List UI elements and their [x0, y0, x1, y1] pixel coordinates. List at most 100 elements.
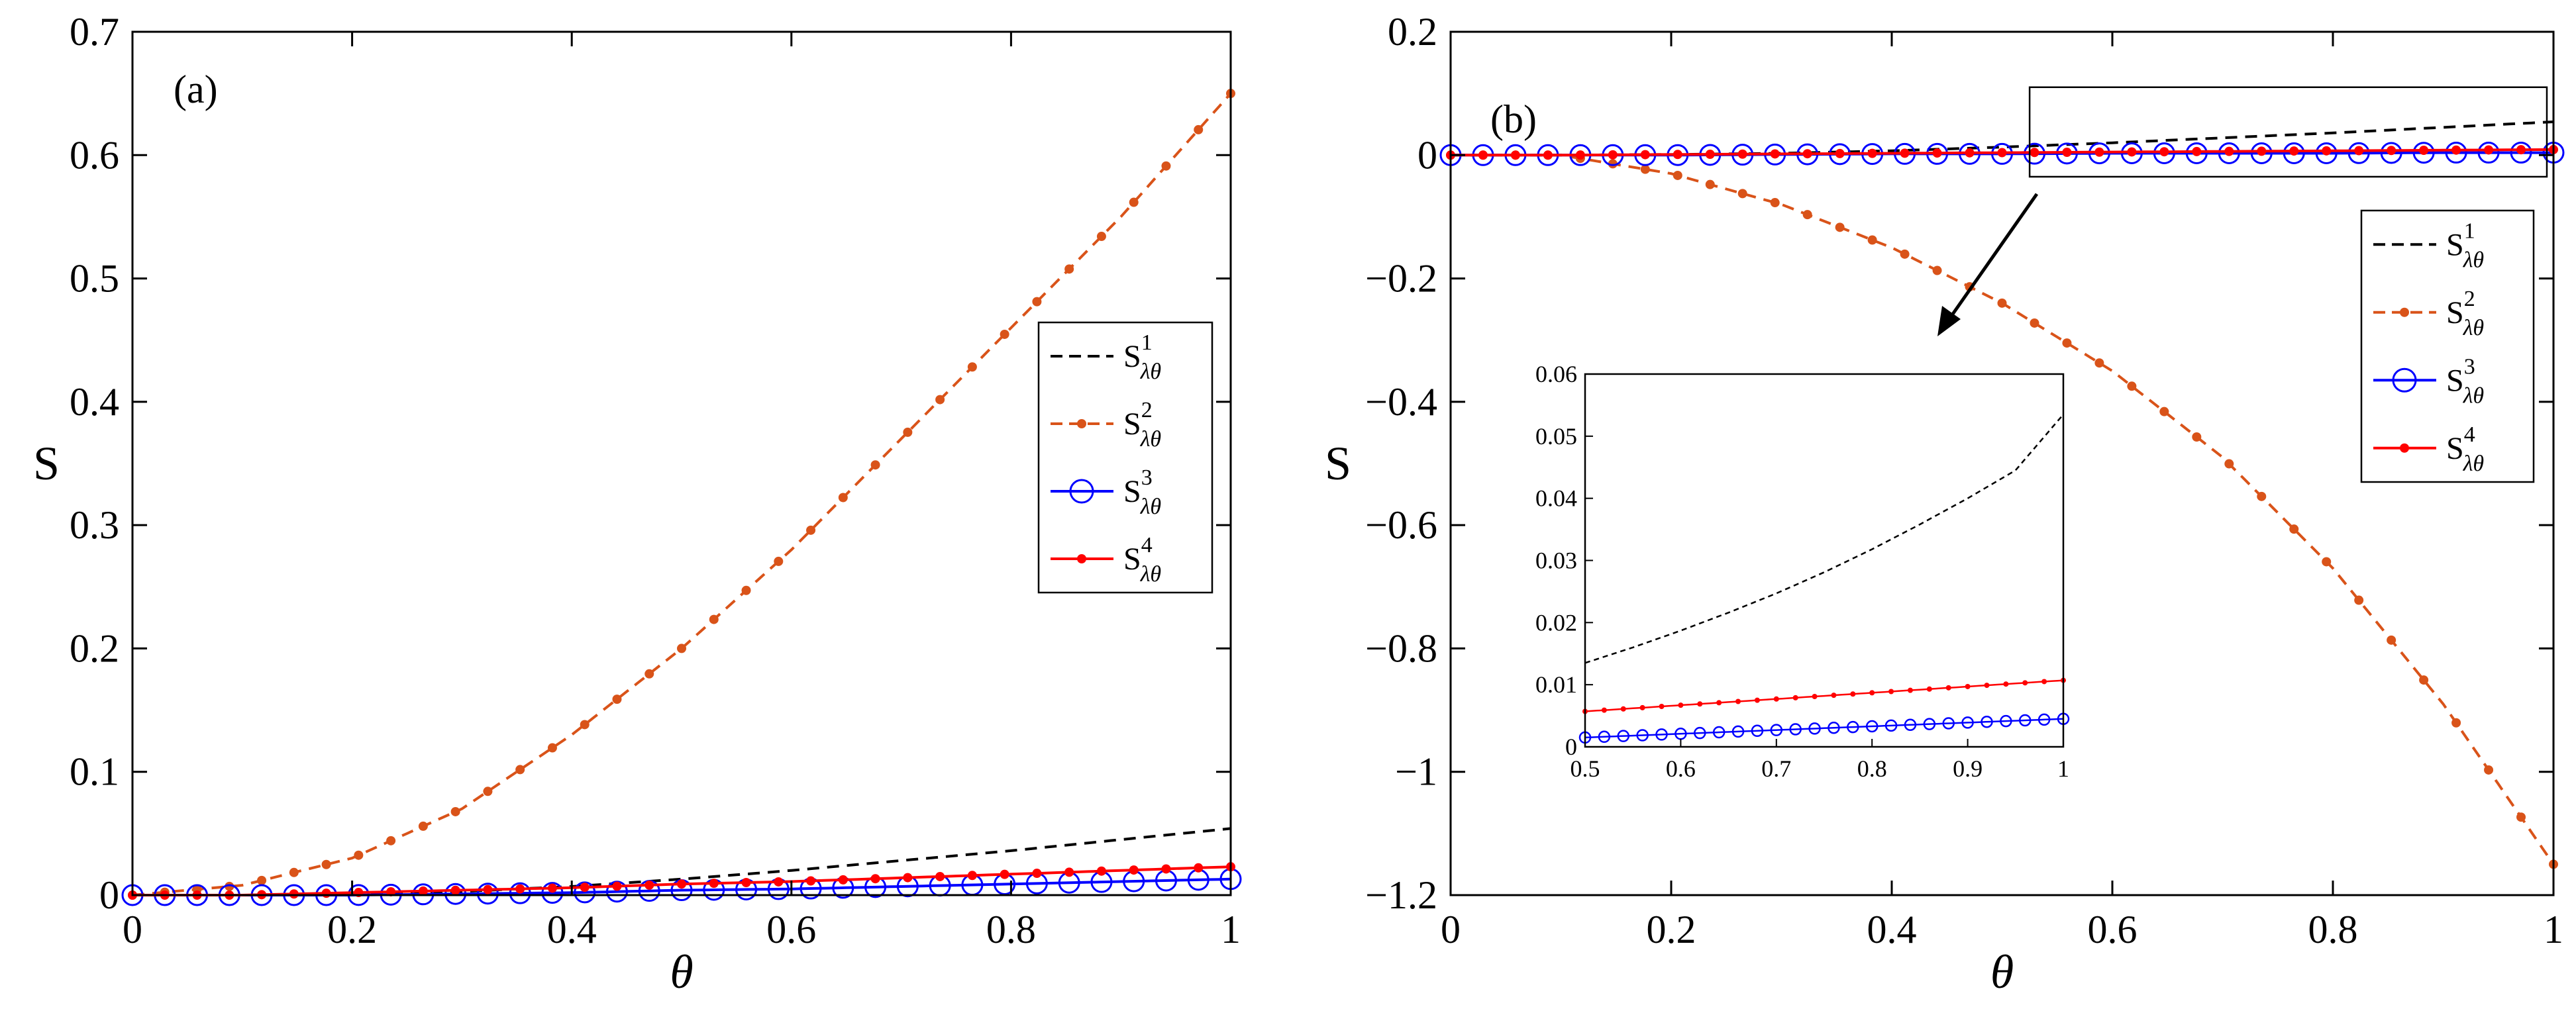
inset-y-tick-label: 0.06 [1535, 361, 1577, 387]
y-tick-label: 0.7 [70, 10, 119, 54]
series-4-point [1161, 864, 1171, 874]
series-4-point [741, 878, 751, 888]
series-3-point [2445, 142, 2467, 164]
y-tick-label: −1 [1395, 750, 1437, 794]
series-2-point [2419, 675, 2429, 685]
series-4-point [386, 887, 396, 896]
series-2-point [1161, 161, 1171, 171]
series-3-point [509, 882, 531, 904]
inset-chart: 0.5 0.6 0.7 0.8 0.9 1 0 0.01 0.02 0.03 0.04 0.05 0.0… [1535, 361, 2070, 782]
inset-point [1831, 693, 1837, 698]
legend-frame [1037, 321, 1213, 594]
y-tick-label: −0.2 [1365, 257, 1437, 301]
axes-frame [1449, 30, 2555, 896]
x-tick-label: 0 [123, 908, 142, 951]
series-2-point [806, 525, 816, 535]
y-tick-label: 0.4 [70, 380, 119, 424]
series-4-point [2192, 146, 2202, 156]
series-2-point [1835, 222, 1845, 232]
x-tick-label: 0.2 [1647, 908, 1696, 951]
inset-x-tick-label: 0.8 [1857, 755, 1887, 782]
inset-series-line [1584, 414, 2064, 664]
inset-point [1792, 695, 1798, 700]
inset-point [2000, 714, 2012, 728]
series-2-point [289, 867, 299, 877]
series-4-point [1064, 867, 1074, 877]
inset-x-tick-label: 0.6 [1666, 755, 1696, 782]
series-3-point [476, 883, 499, 905]
series-4-point [2159, 147, 2169, 157]
series-line-2 [132, 92, 1232, 896]
series-2-point [1737, 189, 1747, 199]
series-2-point [935, 395, 945, 405]
panel-b-chart: (b) 0 0.2 0.4 0.6 0.8 1 −1.2 −1 −0.8 −0.6 −0.4 −0.2… [1325, 10, 2565, 998]
y-tick-label: −0.8 [1365, 626, 1437, 670]
series-3-point [2510, 142, 2532, 164]
x-tick-label: 0.8 [986, 908, 1036, 951]
series-4-point [774, 877, 784, 887]
series-4-point [1965, 148, 1975, 158]
series-2-point [386, 836, 396, 845]
series-2-point [515, 765, 525, 775]
series-2-point [1640, 164, 1650, 174]
series-3-point [2185, 142, 2208, 164]
zoom-box [2028, 86, 2548, 178]
inset-point [1751, 724, 1764, 738]
series-2-point [2094, 358, 2104, 368]
inset-point [2022, 680, 2028, 686]
inset-point [1716, 700, 1722, 706]
inset-point [1694, 726, 1706, 740]
legend-marker-3 [2392, 367, 2417, 393]
series-2-point [1900, 249, 1910, 259]
series-2-point [1932, 265, 1942, 275]
y-tick-label: 0.1 [70, 750, 119, 794]
series-2-point [709, 614, 719, 624]
legend-marker-2 [1077, 419, 1086, 428]
series-4-point [870, 874, 880, 884]
series-2-point [1096, 232, 1106, 242]
series-2-point [1997, 298, 2007, 308]
inset-point [1808, 722, 1821, 735]
inset-point [1865, 720, 1879, 733]
x-tick-label: 1 [2544, 908, 2563, 951]
series-2-point [354, 850, 364, 860]
series-2-point [1194, 124, 1204, 134]
series-2-point [1867, 235, 1877, 245]
series-3-point [2347, 142, 2370, 164]
series-2-point [677, 644, 686, 653]
zoom-arrow [1937, 193, 2039, 336]
series-2-point [2516, 812, 2526, 822]
series-4-point [321, 889, 331, 898]
series-4-point [2030, 148, 2039, 158]
arrow-shaft [1942, 193, 2039, 328]
inset-point [2003, 681, 2009, 687]
series-2-point [741, 585, 751, 595]
series-2-point [2224, 459, 2234, 469]
legend-label-4: S4 λθ [2446, 422, 2484, 476]
series-2-point [2159, 407, 2169, 416]
inset-point [1847, 720, 1859, 734]
inset-point [1697, 701, 1703, 707]
series-4-point [1510, 150, 1520, 160]
panel-b-label: (b) [1490, 97, 1537, 141]
inset-point [1735, 698, 1741, 704]
inset-point [1981, 716, 1993, 728]
inset-point [1961, 716, 1974, 729]
inset-point [1789, 723, 1802, 736]
x-axis-label: θ [1990, 945, 2014, 998]
inset-point [1884, 719, 1898, 732]
legend-frame [2360, 209, 2535, 483]
series-3-point [574, 881, 596, 904]
series-4-point [1673, 150, 1682, 160]
series-4-point [2094, 147, 2104, 157]
series-3-point [2477, 142, 2500, 164]
series-2-point [547, 743, 557, 753]
series-4-point [2062, 148, 2072, 158]
inset-point [1620, 706, 1626, 712]
y-tick-label: 0 [1417, 133, 1437, 177]
y-tick-label: 0.2 [1388, 10, 1437, 54]
inset-point [1659, 704, 1665, 710]
y-tick-label: 0.3 [70, 503, 119, 547]
y-tick-label: −0.6 [1365, 503, 1437, 547]
y-axis-label: S [1325, 437, 1351, 490]
